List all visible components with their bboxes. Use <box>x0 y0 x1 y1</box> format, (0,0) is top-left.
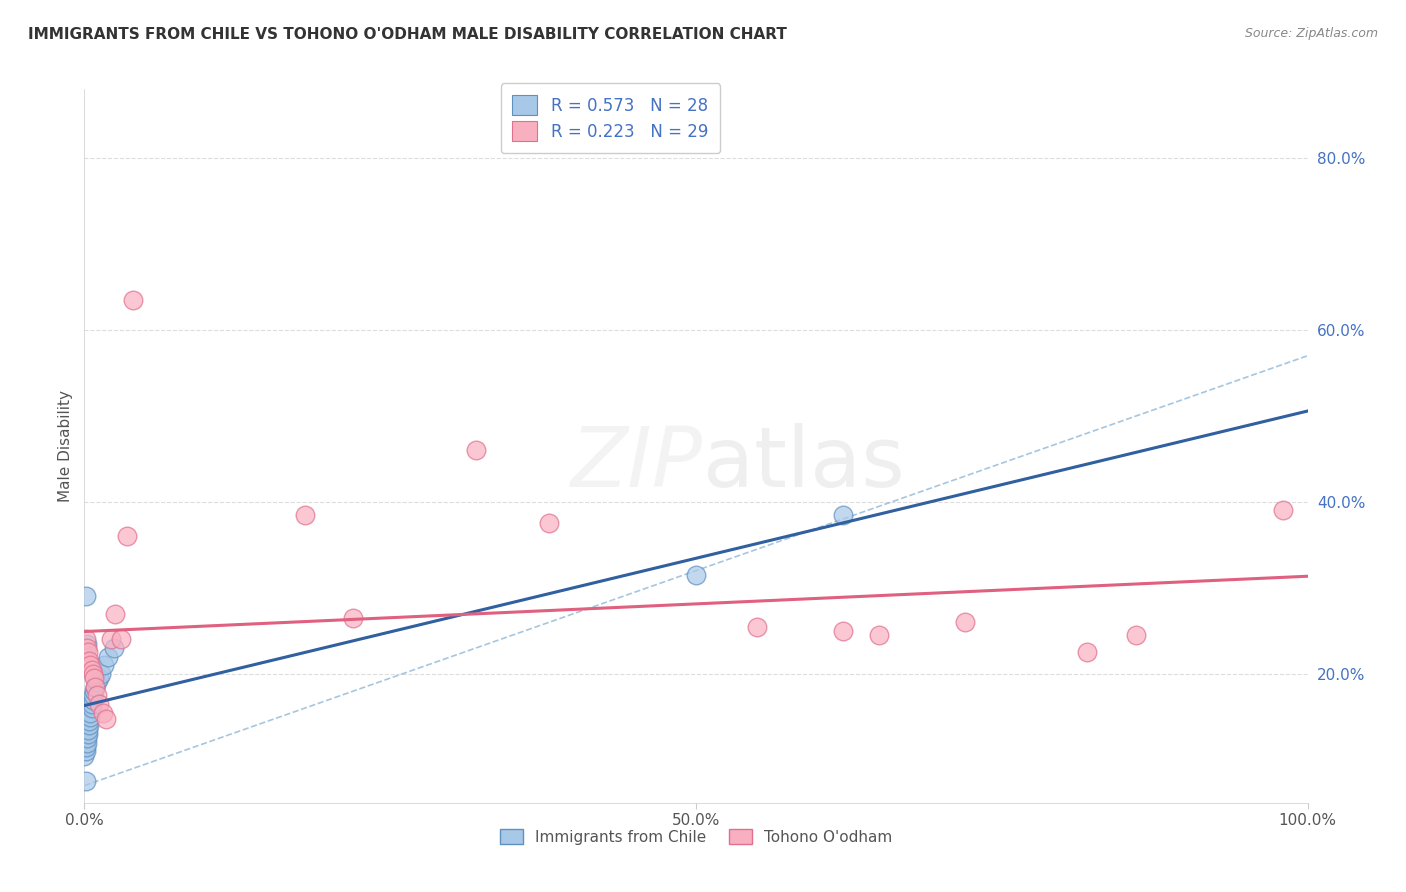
Point <box>77 714 100 728</box>
Point <box>77 718 100 732</box>
Point <box>73 748 96 763</box>
Point <box>342 611 364 625</box>
Point <box>84 680 107 694</box>
Point <box>831 508 853 522</box>
Point <box>122 293 145 307</box>
Point <box>1272 503 1295 517</box>
Point <box>869 628 891 642</box>
Point <box>86 689 108 703</box>
Point <box>90 666 112 681</box>
Point <box>80 701 103 715</box>
Point <box>77 727 100 741</box>
Point <box>82 689 104 703</box>
Point <box>115 529 138 543</box>
Text: Source: ZipAtlas.com: Source: ZipAtlas.com <box>1244 27 1378 40</box>
Point <box>93 658 115 673</box>
Point <box>1125 628 1147 642</box>
Point <box>1076 645 1098 659</box>
Point <box>80 663 103 677</box>
Point <box>87 671 110 685</box>
Point <box>76 641 98 656</box>
Point <box>96 712 118 726</box>
Point <box>831 624 853 638</box>
Point <box>294 508 316 522</box>
Point <box>84 680 107 694</box>
Point <box>77 645 100 659</box>
Point <box>86 675 108 690</box>
Point <box>80 697 103 711</box>
Point <box>82 692 104 706</box>
Point <box>97 649 120 664</box>
Point <box>75 744 97 758</box>
Point <box>75 774 97 789</box>
Point <box>83 684 105 698</box>
Point <box>77 654 100 668</box>
Point <box>83 671 105 685</box>
Point <box>464 443 486 458</box>
Point <box>76 637 98 651</box>
Text: ZIP: ZIP <box>571 424 703 504</box>
Point <box>79 706 101 720</box>
Point <box>103 641 125 656</box>
Point <box>685 568 707 582</box>
Point <box>75 739 97 754</box>
Text: IMMIGRANTS FROM CHILE VS TOHONO O'ODHAM MALE DISABILITY CORRELATION CHART: IMMIGRANTS FROM CHILE VS TOHONO O'ODHAM … <box>28 27 787 42</box>
Y-axis label: Male Disability: Male Disability <box>58 390 73 502</box>
Point <box>100 632 122 647</box>
Point <box>91 706 114 720</box>
Point <box>104 607 127 621</box>
Point <box>77 723 100 737</box>
Legend: Immigrants from Chile, Tohono O'odham: Immigrants from Chile, Tohono O'odham <box>492 821 900 852</box>
Point <box>747 619 769 633</box>
Point <box>76 731 98 746</box>
Point <box>538 516 561 531</box>
Point <box>75 590 97 604</box>
Text: atlas: atlas <box>703 424 904 504</box>
Point <box>953 615 976 630</box>
Point <box>75 632 97 647</box>
Point <box>82 666 104 681</box>
Point <box>76 736 98 750</box>
Point <box>79 658 101 673</box>
Point <box>87 697 110 711</box>
Point <box>79 710 101 724</box>
Point <box>110 632 132 647</box>
